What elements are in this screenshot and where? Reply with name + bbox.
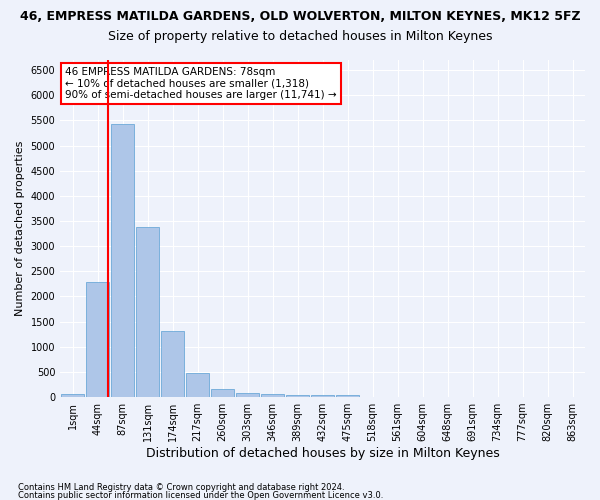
Bar [311, 395, 334, 397]
Bar [211, 389, 234, 397]
Y-axis label: Number of detached properties: Number of detached properties [15, 141, 25, 316]
X-axis label: Distribution of detached houses by size in Milton Keynes: Distribution of detached houses by size … [146, 447, 499, 460]
Text: Contains HM Land Registry data © Crown copyright and database right 2024.: Contains HM Land Registry data © Crown c… [18, 484, 344, 492]
Bar [336, 395, 359, 397]
Bar [186, 373, 209, 397]
Bar [286, 394, 309, 397]
Text: 46, EMPRESS MATILDA GARDENS, OLD WOLVERTON, MILTON KEYNES, MK12 5FZ: 46, EMPRESS MATILDA GARDENS, OLD WOLVERT… [20, 10, 580, 23]
Bar [86, 282, 109, 397]
Text: Size of property relative to detached houses in Milton Keynes: Size of property relative to detached ho… [108, 30, 492, 43]
Text: Contains public sector information licensed under the Open Government Licence v3: Contains public sector information licen… [18, 491, 383, 500]
Bar [261, 394, 284, 397]
Bar [111, 124, 134, 397]
Bar [61, 394, 84, 397]
Text: 46 EMPRESS MATILDA GARDENS: 78sqm
← 10% of detached houses are smaller (1,318)
9: 46 EMPRESS MATILDA GARDENS: 78sqm ← 10% … [65, 66, 337, 100]
Bar [161, 331, 184, 397]
Bar [136, 227, 159, 397]
Bar [236, 394, 259, 397]
